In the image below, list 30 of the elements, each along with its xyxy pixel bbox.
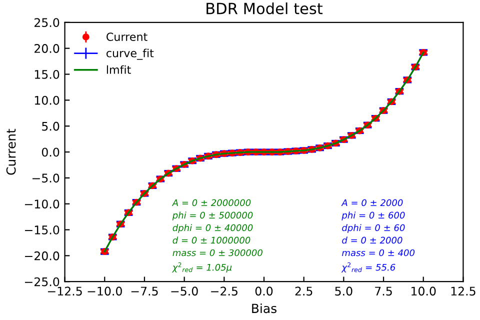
y-tick-label: 25.0: [34, 18, 60, 28]
y-tick-label: −15.0: [25, 225, 60, 234]
x-tick-label: 12.5: [451, 286, 476, 296]
y-tick-label: 15.0: [34, 70, 60, 79]
y-tick-label: 10.0: [34, 96, 60, 105]
y-tick-label: 20.0: [34, 44, 60, 53]
legend-label: curve_fit: [106, 48, 154, 60]
y-tick-label: −20.0: [25, 251, 60, 260]
x-tick-label: −7.5: [131, 286, 158, 296]
text: A = 0 ± 2000 phi = 0 ± 600 dphi = 0 ± 60 d = 0 ± 2000 mass = 0 ± 400 χ$^{2}$$_{red}$ = 55.6: [341, 199, 415, 272]
x-tick-label: 2.5: [295, 286, 312, 296]
x-tick-label: 0.0: [255, 286, 273, 296]
text: A = 0 ± 2000000 phi = 0 ± 500000 dphi = 0 ± 40000 d = 0 ± 1000000 mass = 0 ± 300000 χ$^{2}$$_{red}$ = 1.05μ: [172, 199, 262, 272]
x-tick-label: −12.5: [48, 286, 82, 296]
x-tick-label: −2.5: [211, 286, 238, 296]
legend-label: lmfit: [106, 65, 131, 74]
y-tick-label: −5.0: [32, 174, 60, 183]
x-tick-label: 7.5: [375, 286, 392, 296]
y-tick-label: 0.0: [42, 148, 60, 157]
y-tick-label: −25.0: [25, 277, 60, 286]
y-axis-title: Current: [6, 128, 16, 175]
x-tick-label: −5.0: [171, 286, 198, 296]
x-tick-label: 5.0: [335, 286, 352, 296]
x-tick-label: −10.0: [88, 286, 122, 296]
y-tick-label: −10.0: [25, 200, 60, 208]
y-tick-label: 5.0: [42, 122, 60, 131]
legend-label: Current: [106, 32, 148, 41]
x-axis-title: Bias: [252, 303, 276, 314]
x-tick-label: 10.0: [412, 286, 436, 296]
chart-title: BDR Model test: [206, 2, 323, 14]
